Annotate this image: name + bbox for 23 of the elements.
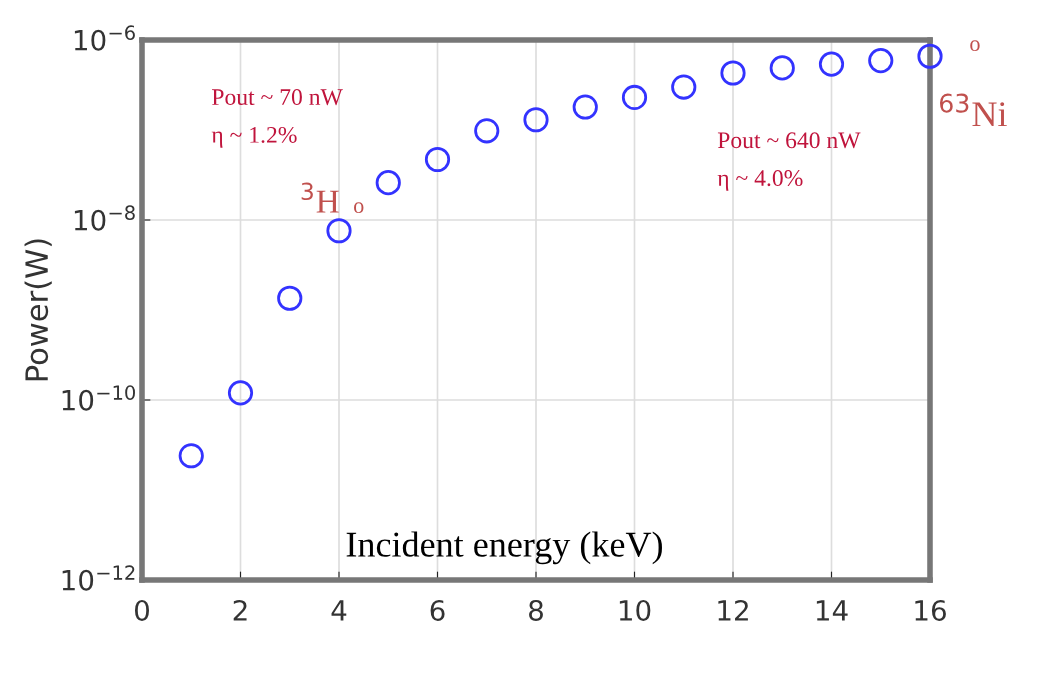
y-tick-label: 10$^{−10}$ — [62, 385, 135, 411]
x-tick-label: 0 — [134, 599, 149, 621]
annotation: Pout ~ 70 nW — [212, 89, 343, 106]
annotation: $^{3}$H — [301, 182, 339, 213]
x-tick-label: 10 — [619, 599, 651, 621]
x-tick-label: 16 — [915, 599, 946, 621]
text: o — [970, 40, 980, 52]
annotation: o — [354, 202, 364, 214]
y-tick-label: 10$^{−6}$ — [74, 25, 135, 51]
x-tick-label: 14 — [816, 600, 848, 621]
text: $^{63}$Ni — [939, 93, 1007, 127]
x-tick-label: 8 — [529, 599, 543, 621]
annotation: η ~ 4.0% — [717, 170, 803, 191]
y-tick-label: 10$^{−12}$ — [62, 565, 135, 591]
annotation: Pout ~ 640 nW — [717, 132, 861, 149]
annotation: η ~ 1.2% — [211, 126, 297, 148]
x-tick-label: 12 — [718, 599, 748, 621]
x-tick-label: 2 — [233, 599, 247, 621]
y-tick-label: 10$^{−8}$ — [74, 205, 135, 231]
y-axis-title: Power(W) — [24, 239, 52, 381]
x-tick-label: 4 — [331, 600, 347, 621]
x-tick-label: 6 — [430, 599, 445, 621]
x-axis-title: Incident energy (keV) — [346, 531, 662, 565]
